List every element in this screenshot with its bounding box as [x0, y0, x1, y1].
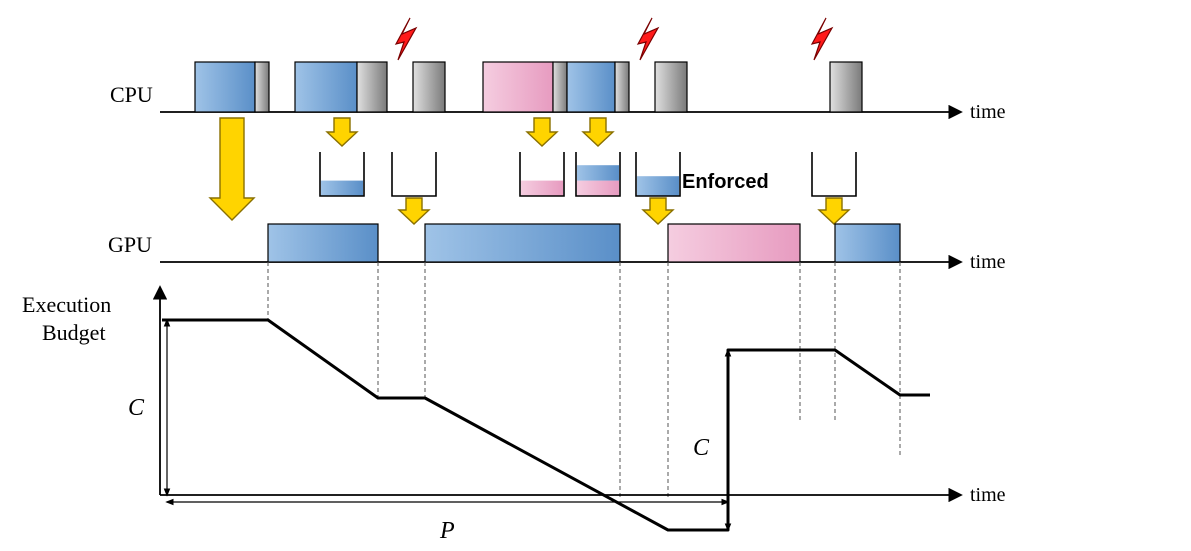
cpu-block [655, 62, 687, 112]
gpu-block [268, 224, 378, 262]
cpu-label: CPU [110, 82, 153, 107]
var-label: C [693, 435, 710, 461]
buffer-fill [521, 181, 563, 196]
time-label-budget: time [970, 484, 1006, 506]
var-label: C [128, 395, 145, 421]
cpu-block [615, 62, 629, 112]
gpu-block [835, 224, 900, 262]
budget-curve [162, 320, 930, 530]
flow-arrow-icon [399, 198, 429, 224]
gpu-label: GPU [108, 232, 152, 257]
cpu-block [413, 62, 445, 112]
buffer-fill [637, 176, 679, 196]
cpu-block [830, 62, 862, 112]
enforced-label: Enforced [682, 171, 769, 193]
flow-arrow-icon [210, 118, 254, 220]
buffer-container [812, 152, 856, 196]
flow-arrow-icon [527, 118, 557, 146]
diagram-root: CPU time Enforced GPU time Execution Budget tim… [0, 0, 1191, 551]
buffer-fill [577, 165, 619, 180]
flow-arrow-icon [643, 198, 673, 224]
cpu-block [195, 62, 255, 112]
cpu-block [295, 62, 357, 112]
cpu-block [567, 62, 615, 112]
cpu-block [255, 62, 269, 112]
buffer-container [392, 152, 436, 196]
lightning-icon [396, 18, 416, 60]
flow-arrow-icon [583, 118, 613, 146]
time-label-cpu: time [970, 101, 1006, 123]
flow-arrow-icon [819, 198, 849, 224]
var-label: P [439, 518, 455, 544]
cpu-block [553, 62, 567, 112]
gpu-block [425, 224, 620, 262]
cpu-block [483, 62, 553, 112]
flow-arrow-icon [327, 118, 357, 146]
cpu-block [357, 62, 387, 112]
buffer-fill [321, 181, 363, 196]
buffer-fill [577, 181, 619, 196]
time-label-gpu: time [970, 251, 1006, 273]
gpu-block [668, 224, 800, 262]
lightning-icon [812, 18, 832, 60]
lightning-icon [638, 18, 658, 60]
exec-budget-label-1: Execution [22, 292, 111, 317]
exec-budget-label-2: Budget [42, 320, 106, 345]
